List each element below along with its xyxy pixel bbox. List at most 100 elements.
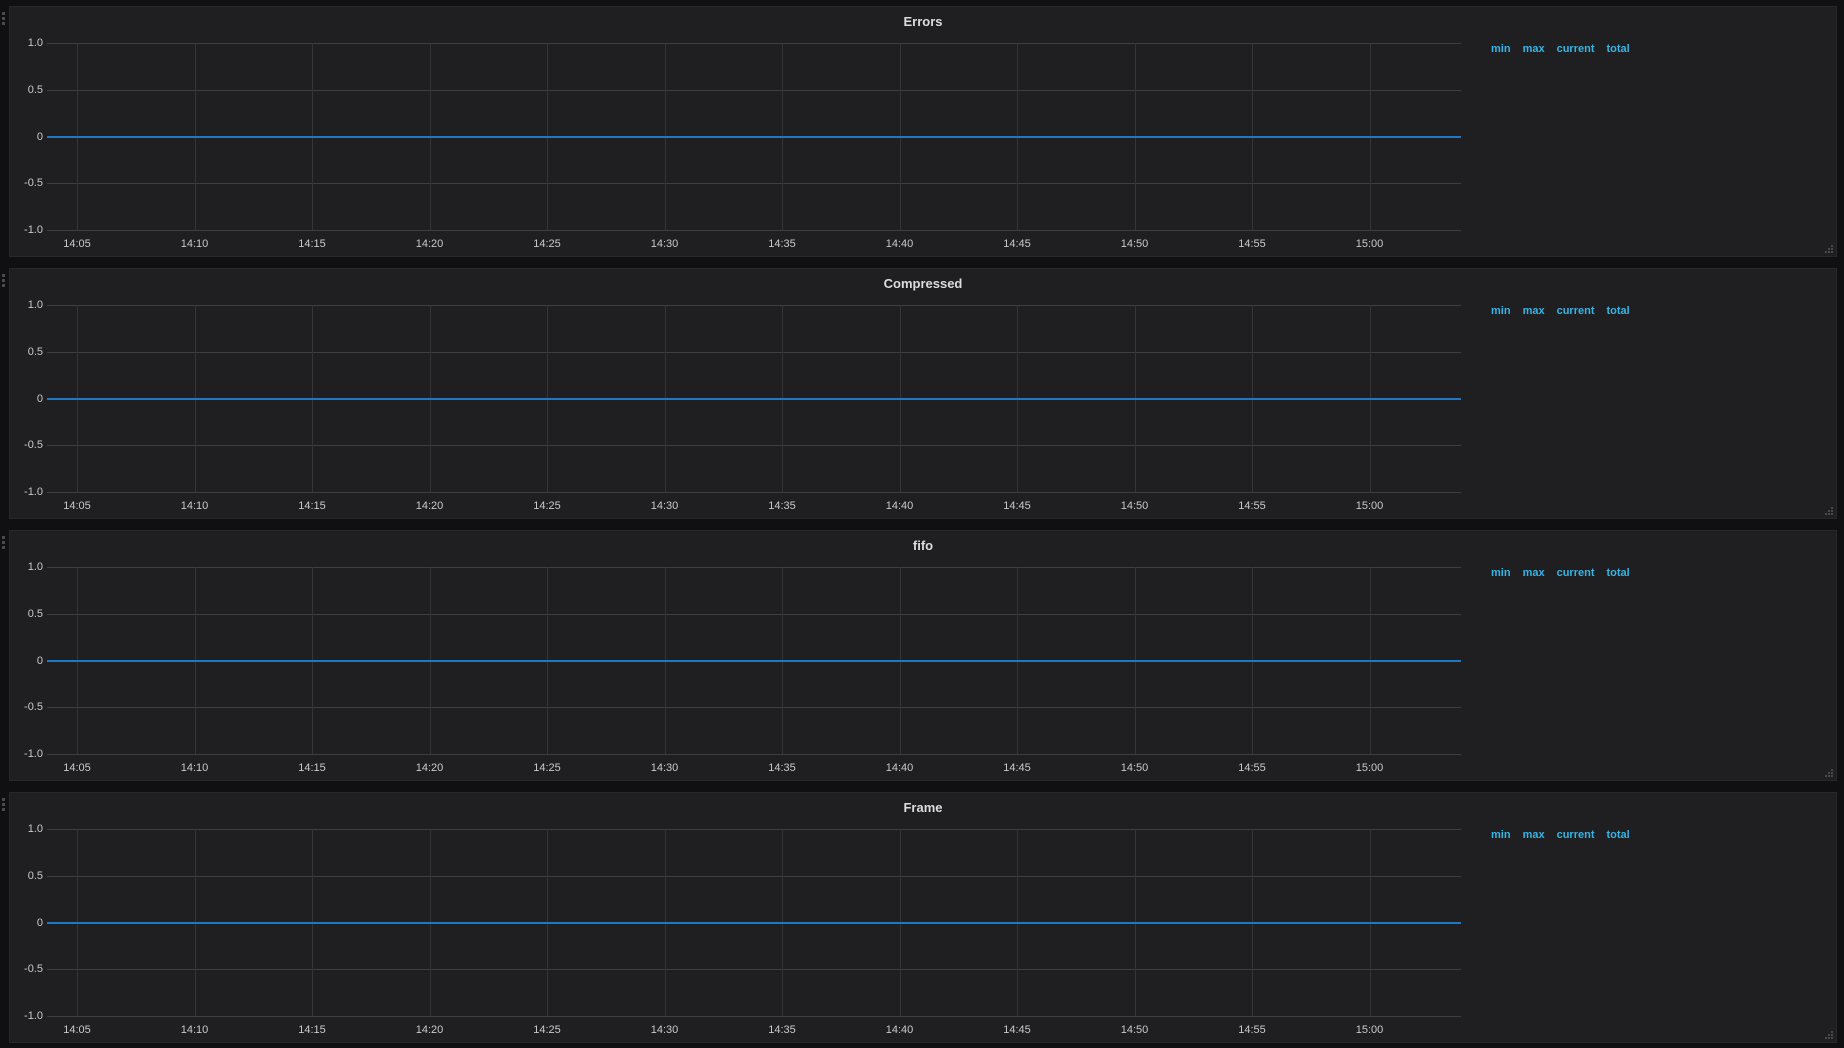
- resize-corner-icon[interactable]: [1823, 243, 1834, 254]
- grip-dot: [2, 798, 5, 801]
- graph-panel: Frame 1.0 0.5 0 -0.5 -1.0 14:05 14:10 14:15 14:…: [9, 792, 1837, 1043]
- legend-header-max[interactable]: max: [1522, 567, 1545, 579]
- y-axis-tick-label: 0: [36, 392, 43, 405]
- series-line: [47, 921, 1461, 924]
- x-axis-tick-label: 14:25: [533, 762, 561, 774]
- legend-header-current[interactable]: current: [1556, 567, 1595, 579]
- resize-corner-icon[interactable]: [1823, 505, 1834, 516]
- x-axis-tick-label: 14:40: [885, 1024, 914, 1036]
- x-axis-tick-label: 14:05: [63, 762, 91, 774]
- x-axis-tick-label: 14:45: [1003, 1024, 1031, 1036]
- y-axis-tick-label: -1.0: [24, 486, 43, 498]
- grip-dot: [2, 12, 5, 15]
- x-axis: 14:05 14:10 14:15 14:20 14:25 14:30 14:35 14:40…: [10, 1023, 1836, 1037]
- legend-header-row: min max current total: [1491, 42, 1630, 56]
- legend-header-current[interactable]: current: [1556, 829, 1595, 841]
- panel-title[interactable]: fifo: [912, 538, 934, 553]
- h-gridline: [47, 829, 1461, 830]
- y-axis-tick-label: 1.0: [27, 37, 43, 49]
- panel-title[interactable]: Errors: [903, 14, 943, 29]
- x-axis-tick-label: 14:30: [650, 1024, 679, 1036]
- h-gridline: [47, 445, 1461, 447]
- grip-dots-vertical-icon[interactable]: [2, 798, 7, 813]
- legend-header-total[interactable]: total: [1606, 829, 1630, 841]
- x-axis-tick-label: 14:30: [650, 238, 679, 250]
- legend-header-min[interactable]: min: [1491, 305, 1511, 317]
- legend-header-min[interactable]: min: [1491, 567, 1511, 579]
- h-gridline: [47, 969, 1461, 971]
- legend-header-total[interactable]: total: [1606, 43, 1630, 55]
- x-axis-tick-label: 14:55: [1238, 1024, 1266, 1036]
- y-axis-tick-label: -0.5: [24, 177, 43, 190]
- h-gridline: [47, 305, 1461, 306]
- chart-plot-area[interactable]: [47, 305, 1461, 493]
- x-axis-tick-label: 14:45: [1003, 238, 1031, 250]
- x-axis-tick-label: 14:10: [180, 1024, 209, 1036]
- x-axis-tick-label: 14:45: [1003, 500, 1031, 512]
- x-axis-tick-label: 15:00: [1355, 762, 1384, 774]
- x-axis-tick-label: 14:25: [533, 1024, 561, 1036]
- h-gridline: [47, 89, 1461, 91]
- y-axis: 1.0 0.5 0 -0.5 -1.0: [10, 531, 43, 780]
- x-axis-tick-label: 14:45: [1003, 762, 1031, 774]
- x-axis-tick-label: 14:25: [533, 500, 561, 512]
- chart-plot-area[interactable]: [47, 43, 1461, 231]
- series-line: [47, 659, 1461, 662]
- legend-header-max[interactable]: max: [1522, 829, 1545, 841]
- y-axis-tick-label: 0.5: [27, 83, 43, 96]
- panel-title[interactable]: Frame: [903, 800, 943, 815]
- h-gridline: [47, 1016, 1461, 1017]
- legend-header-total[interactable]: total: [1606, 567, 1630, 579]
- h-gridline: [47, 492, 1461, 493]
- x-axis-tick-label: 14:20: [415, 1024, 444, 1036]
- x-axis-tick-label: 14:35: [768, 1024, 796, 1036]
- h-gridline: [47, 351, 1461, 353]
- h-gridline: [47, 613, 1461, 615]
- grip-dot: [2, 808, 5, 811]
- h-gridline: [47, 754, 1461, 755]
- panel-row: Frame 1.0 0.5 0 -0.5 -1.0 14:05 14:10 14:15 14:…: [2, 792, 1837, 1043]
- x-axis-tick-label: 14:05: [63, 1024, 91, 1036]
- y-axis-tick-label: 0.5: [27, 607, 43, 620]
- grip-dot: [2, 536, 5, 539]
- grip-dots-vertical-icon[interactable]: [2, 274, 7, 289]
- legend-header-current[interactable]: current: [1556, 43, 1595, 55]
- x-axis-tick-label: 14:30: [650, 500, 679, 512]
- y-axis-tick-label: -1.0: [24, 224, 43, 236]
- legend-header-min[interactable]: min: [1491, 829, 1511, 841]
- y-axis-tick-label: 0: [36, 130, 43, 143]
- graph-panel: fifo 1.0 0.5 0 -0.5 -1.0 14:05 14:10 14:15 14:2…: [9, 530, 1837, 781]
- resize-corner-icon[interactable]: [1823, 767, 1834, 778]
- chart-plot-area[interactable]: [47, 829, 1461, 1017]
- panel-row: fifo 1.0 0.5 0 -0.5 -1.0 14:05 14:10 14:15 14:2…: [2, 530, 1837, 781]
- legend-header-max[interactable]: max: [1522, 305, 1545, 317]
- legend-header-row: min max current total: [1491, 828, 1630, 842]
- legend-header-max[interactable]: max: [1522, 43, 1545, 55]
- x-axis-tick-label: 14:10: [180, 238, 209, 250]
- x-axis-tick-label: 14:50: [1120, 500, 1149, 512]
- x-axis-tick-label: 14:30: [650, 762, 679, 774]
- legend-header-total[interactable]: total: [1606, 305, 1630, 317]
- resize-corner-icon[interactable]: [1823, 1029, 1834, 1040]
- h-gridline: [47, 183, 1461, 185]
- grip-dot: [2, 284, 5, 287]
- x-axis-tick-label: 14:15: [298, 500, 326, 512]
- grip-dot: [2, 541, 5, 544]
- grip-dots-vertical-icon[interactable]: [2, 536, 7, 551]
- y-axis-tick-label: -1.0: [24, 748, 43, 760]
- grip-dots-vertical-icon[interactable]: [2, 12, 7, 27]
- x-axis-tick-label: 14:15: [298, 1024, 326, 1036]
- legend-header-current[interactable]: current: [1556, 305, 1595, 317]
- y-axis-tick-label: 0.5: [27, 345, 43, 358]
- x-axis: 14:05 14:10 14:15 14:20 14:25 14:30 14:35 14:40…: [10, 499, 1836, 513]
- y-axis-tick-label: 0: [36, 654, 43, 667]
- legend-header-min[interactable]: min: [1491, 43, 1511, 55]
- chart-plot-area[interactable]: [47, 567, 1461, 755]
- x-axis-tick-label: 14:50: [1120, 762, 1149, 774]
- y-axis: 1.0 0.5 0 -0.5 -1.0: [10, 793, 43, 1042]
- x-axis: 14:05 14:10 14:15 14:20 14:25 14:30 14:35 14:40…: [10, 237, 1836, 251]
- x-axis-tick-label: 14:05: [63, 500, 91, 512]
- x-axis-tick-label: 14:35: [768, 238, 796, 250]
- panel-title[interactable]: Compressed: [883, 276, 963, 291]
